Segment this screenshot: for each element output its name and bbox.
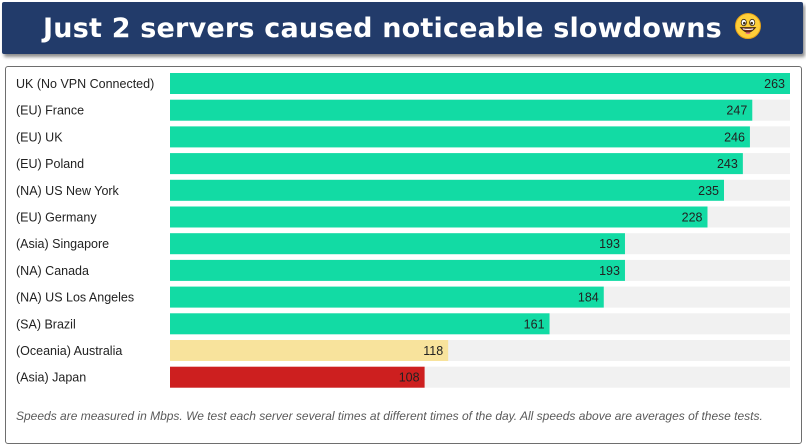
chart-title: Just 2 servers caused noticeable slowdow… [43,12,722,44]
category-label: (Asia) Japan [16,371,86,385]
bar [170,366,425,388]
category-label: (NA) US Los Angeles [16,291,134,305]
chart-header: Just 2 servers caused noticeable slowdow… [2,2,803,54]
value-label: 108 [399,371,420,385]
bar [170,126,750,148]
value-label: 118 [423,344,443,358]
bar [170,313,550,335]
chart-panel: UK (No VPN Connected) 263 (EU) France 247 (E… [5,66,802,444]
chart-footnote: Speeds are measured in Mbps. We test eac… [16,409,763,423]
category-label: (EU) Germany [16,211,97,225]
category-label: (EU) Poland [16,157,84,171]
value-label: 246 [724,130,745,144]
category-label: (EU) France [16,104,84,118]
value-label: 228 [682,211,703,225]
category-label: (EU) UK [16,130,63,144]
value-label: 161 [524,317,545,331]
bar [170,206,708,228]
bar [170,233,625,255]
bar [170,73,790,94]
value-label: 263 [764,77,785,91]
bar [170,153,743,175]
value-label: 184 [578,291,599,305]
bar [170,340,449,361]
grinning-face-emoji-icon [734,13,761,39]
category-label: (NA) US New York [16,184,120,198]
value-label: 243 [717,157,738,171]
category-label: UK (No VPN Connected) [16,77,154,91]
value-label: 193 [599,264,620,278]
value-label: 193 [599,237,620,251]
category-label: (Asia) Singapore [16,237,109,251]
bar [170,259,625,281]
category-label: (NA) Canada [16,264,89,278]
bar [170,286,604,308]
bar [170,179,724,201]
bar [170,99,753,121]
category-label: (SA) Brazil [16,317,76,331]
value-label: 235 [698,184,719,198]
speed-bar-chart: UK (No VPN Connected) 263 (EU) France 247 (E… [16,73,790,388]
value-label: 247 [726,104,747,118]
category-label: (Oceania) Australia [16,344,122,358]
